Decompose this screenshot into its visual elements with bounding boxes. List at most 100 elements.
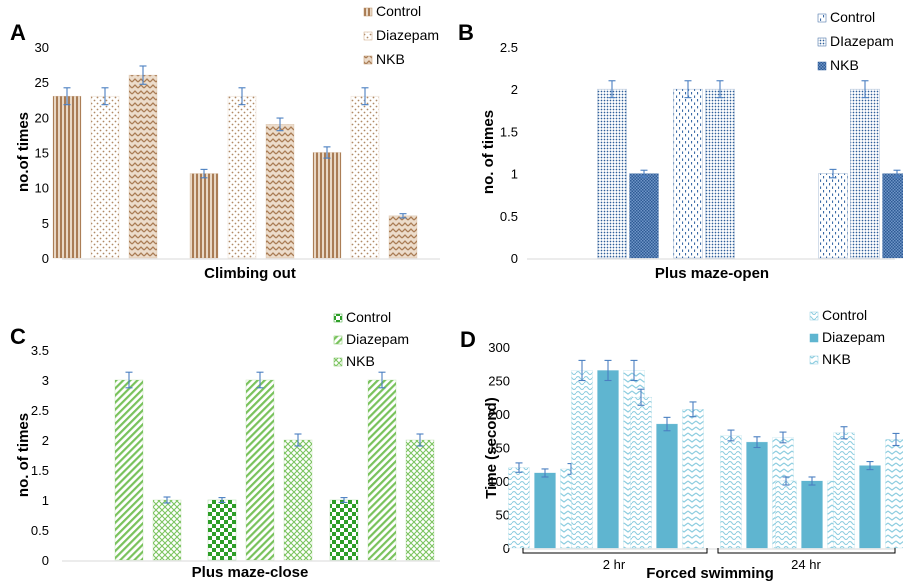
- y-tick-label: 100: [488, 474, 510, 489]
- y-tick-label: 15: [35, 146, 49, 161]
- legend-swatch: [817, 61, 827, 71]
- y-tick-label: 3.5: [31, 343, 49, 358]
- bar-diazepam-group-1: [90, 95, 120, 259]
- bar-diazepam-group-2: [245, 379, 275, 561]
- bar-nkb-group-2: [265, 124, 295, 259]
- legend-entry: NKB: [830, 57, 859, 73]
- bar-diazepam-group-4: [746, 441, 768, 549]
- group-label: 24 hr: [791, 557, 821, 572]
- y-tick-label: 50: [496, 508, 510, 523]
- bar-nkb-group-6: [885, 439, 903, 549]
- bar-control-group-2: [673, 88, 703, 259]
- bar-control-group-3: [630, 396, 652, 549]
- y-tick-label: 3: [42, 373, 49, 388]
- group-bracket: [522, 548, 708, 554]
- y-tick-label: 2.5: [500, 40, 518, 55]
- panel-letter: D: [460, 327, 476, 352]
- legend-entry: NKB: [376, 51, 405, 67]
- y-tick-label: 2: [42, 433, 49, 448]
- bar-nkb-group-3: [405, 439, 435, 561]
- bar-diazepam-group-3: [367, 379, 397, 561]
- y-tick-label: 2: [511, 82, 518, 97]
- panel-c: C 0 0.5 1 1.5 2 2.5 3 3.5 no. of times Plus maze-c…: [10, 309, 440, 581]
- bar-control-group-2: [571, 370, 593, 549]
- legend-swatch: [363, 55, 373, 65]
- x-axis-label: Plus maze-open: [655, 265, 769, 282]
- panel-letter: A: [10, 20, 26, 45]
- bar-nkb-group-1: [152, 499, 182, 561]
- y-axis-label: no. of times: [480, 110, 497, 194]
- bar-diazepam-group-5: [801, 480, 823, 549]
- panel-letter: B: [458, 20, 474, 45]
- bar-diazepam-group-1: [597, 88, 627, 259]
- bar-control-group-3: [329, 499, 359, 561]
- y-tick-label: 150: [488, 441, 510, 456]
- bar-diazepam-group-2: [227, 95, 257, 259]
- bar-diazepam-group-2: [705, 88, 735, 259]
- y-tick-label: 0.5: [500, 209, 518, 224]
- legend-entry: Control: [830, 9, 875, 25]
- legend-entry: Diazepam: [376, 27, 439, 43]
- y-tick-label: 0: [42, 553, 49, 568]
- bar-diazepam-group-6: [859, 465, 881, 549]
- bar-control-group-3: [312, 152, 342, 259]
- legend-entry: Control: [346, 309, 391, 325]
- bar-nkb-group-3: [388, 215, 418, 259]
- y-tick-label: 5: [42, 216, 49, 231]
- legend-entry: Control: [376, 3, 421, 19]
- panel-b: B 0 0.5 1 1.5 2 2.5 no. of times Plus maze-open C…: [458, 9, 903, 282]
- legend-entry: Diazepam: [822, 329, 885, 345]
- panel-d: D 0 50 100 150 200 250 300 Time (second) Control D…: [460, 307, 903, 581]
- legend-entry: NKB: [822, 351, 851, 367]
- bar-nkb-group-1: [128, 74, 158, 259]
- y-axis-label: Time (second): [483, 397, 500, 498]
- bar-control-group-1: [52, 95, 82, 259]
- bar-diazepam-group-3: [850, 88, 880, 259]
- y-tick-label: 30: [35, 40, 49, 55]
- legend-swatch: [363, 31, 373, 41]
- bar-diazepam-group-1: [114, 379, 144, 561]
- legend-entry: Control: [822, 307, 867, 323]
- panel-letter: C: [10, 324, 26, 349]
- y-tick-label: 200: [488, 407, 510, 422]
- bar-diazepam-group-2: [597, 370, 619, 549]
- y-tick-label: 20: [35, 110, 49, 125]
- bar-control-group-5: [775, 480, 797, 549]
- y-tick-label: 0: [42, 251, 49, 266]
- legend-swatch: [809, 311, 819, 321]
- y-tick-label: 0: [511, 251, 518, 266]
- panel-a: A 0 5 10 15 20 25 30 no.of times Climbing out Cont…: [10, 3, 440, 282]
- chart-title: Forced swimming: [646, 565, 774, 581]
- x-axis-label: Plus maze-close: [192, 564, 309, 581]
- bar-nkb-group-3: [882, 173, 903, 259]
- y-tick-label: 25: [35, 75, 49, 90]
- y-tick-label: 0.5: [31, 523, 49, 538]
- y-tick-label: 250: [488, 374, 510, 389]
- y-tick-label: 1.5: [500, 124, 518, 139]
- legend-entry: NKB: [346, 353, 375, 369]
- legend-swatch: [363, 7, 373, 17]
- bar-control-group-2: [189, 173, 219, 259]
- legend-swatch: [817, 13, 827, 23]
- x-axis-label: Climbing out: [204, 265, 296, 282]
- bar-nkb-group-3: [682, 409, 704, 549]
- y-tick-label: 300: [488, 340, 510, 355]
- legend-swatch: [333, 335, 343, 345]
- bar-control-group-6: [833, 432, 855, 549]
- legend-swatch: [817, 37, 827, 47]
- bar-control-group-2: [207, 499, 237, 561]
- legend-swatch: [809, 333, 819, 343]
- y-tick-label: 1: [42, 493, 49, 508]
- bar-control-group-4: [720, 435, 742, 549]
- y-axis-label: no.of times: [15, 112, 32, 192]
- bar-diazepam-group-3: [656, 423, 678, 549]
- bar-control-group-1: [508, 467, 530, 549]
- bar-nkb-group-2: [283, 439, 313, 561]
- legend-swatch: [809, 355, 819, 365]
- group-label: 2 hr: [603, 557, 626, 572]
- legend-swatch: [333, 313, 343, 323]
- legend-entry: Diazepam: [346, 331, 409, 347]
- y-tick-label: 2.5: [31, 403, 49, 418]
- legend-swatch: [333, 357, 343, 367]
